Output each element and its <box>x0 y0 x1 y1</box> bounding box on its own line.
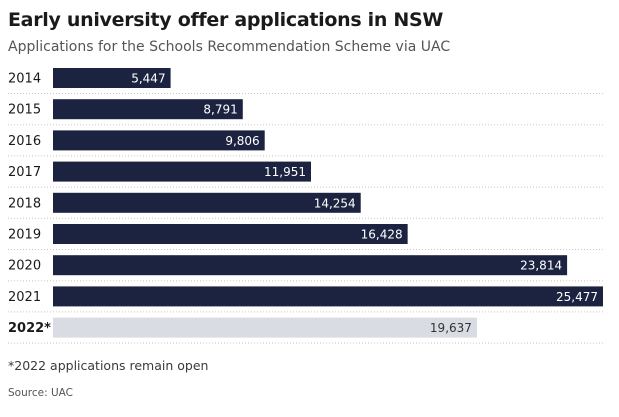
value-label: 8,791 <box>203 103 237 117</box>
category-label: 2014 <box>8 72 41 87</box>
value-label: 11,951 <box>264 165 306 179</box>
bar <box>53 317 477 338</box>
category-label: 2020 <box>8 259 41 274</box>
bar <box>53 161 311 182</box>
chart-subtitle: Applications for the Schools Recommendat… <box>8 39 451 55</box>
chart-title: Early university offer applications in N… <box>8 9 444 31</box>
category-label: 2021 <box>8 290 41 305</box>
bar <box>53 286 603 307</box>
bar-chart: 2014 5,447 2015 8,791 2016 9,806 2017 11,951 201… <box>8 68 603 344</box>
bar <box>53 130 265 151</box>
category-label: 2015 <box>8 103 41 118</box>
value-label: 16,428 <box>361 228 403 242</box>
category-label: 2018 <box>8 196 41 211</box>
bar <box>53 255 568 276</box>
bar <box>53 224 408 244</box>
bar <box>53 192 361 213</box>
value-label: 19,637 <box>430 321 472 335</box>
value-label: 25,477 <box>556 290 598 304</box>
category-label: 2017 <box>8 165 41 180</box>
value-label: 5,447 <box>131 72 165 86</box>
bar <box>53 99 243 120</box>
value-label: 14,254 <box>314 196 356 210</box>
footnote: *2022 applications remain open <box>8 358 209 373</box>
value-label: 9,806 <box>225 134 259 148</box>
source-note: Source: UAC <box>8 387 73 399</box>
value-label: 23,814 <box>520 259 562 273</box>
category-label: 2016 <box>8 134 41 149</box>
bar <box>53 68 171 88</box>
category-label: 2019 <box>8 228 41 243</box>
category-label: 2022* <box>8 321 51 336</box>
